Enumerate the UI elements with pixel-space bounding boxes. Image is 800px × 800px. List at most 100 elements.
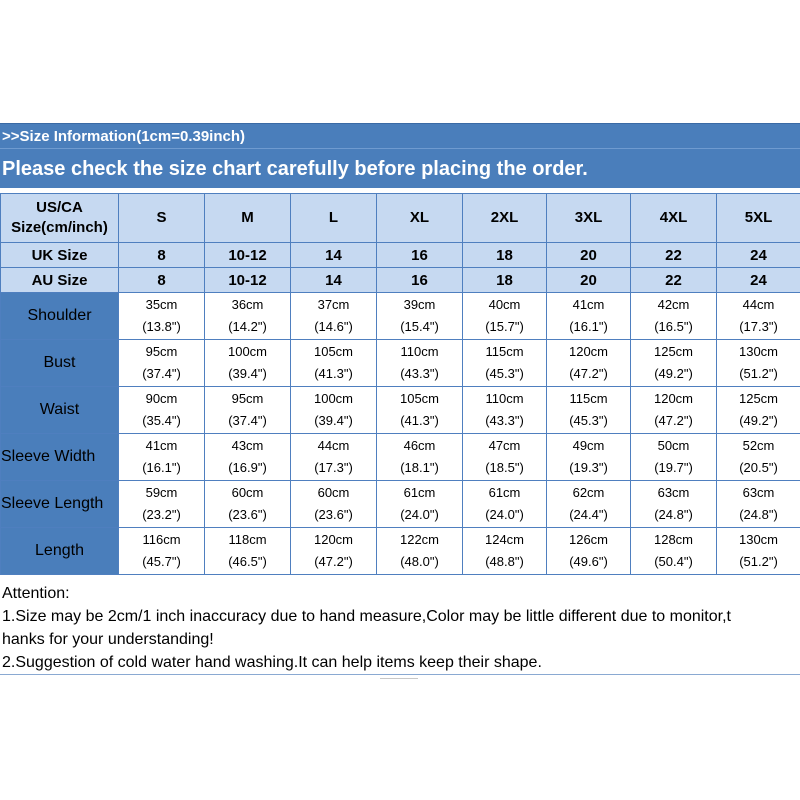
cm-value: 41cm [145, 438, 178, 453]
measurement-cell: 44cm (17.3") [716, 292, 800, 340]
inch-value: (50.4") [654, 554, 693, 569]
inch-value: (17.3") [739, 319, 778, 334]
au-size-cell: 18 [462, 267, 547, 293]
au-size-cell: 24 [716, 267, 800, 293]
cm-value: 63cm [742, 485, 775, 500]
au-size-label: AU Size [0, 267, 119, 293]
attention-line1b: hanks for your understanding! [2, 631, 214, 648]
uk-size-row: UK Size 8 10-12 14 16 18 20 22 24 [0, 242, 800, 268]
us-size-cell: 5XL [716, 193, 800, 243]
cm-value: 130cm [738, 532, 779, 547]
measurement-cell: 115cm (45.3") [462, 339, 547, 387]
cm-value: 120cm [313, 532, 354, 547]
cm-value: 35cm [145, 297, 178, 312]
inch-value: (23.6") [228, 507, 267, 522]
measurement-cell: 52cm (20.5") [716, 433, 800, 481]
au-size-cell: 14 [290, 267, 377, 293]
measurement-cell: 63cm (24.8") [716, 480, 800, 528]
measurement-cell: 40cm (15.7") [462, 292, 547, 340]
measurement-cell: 47cm (18.5") [462, 433, 547, 481]
inch-value: (24.4") [569, 507, 608, 522]
inch-value: (48.8") [485, 554, 524, 569]
au-size-cell: 8 [118, 267, 205, 293]
inch-value: (16.5") [654, 319, 693, 334]
measurement-cell: 90cm (35.4") [118, 386, 205, 434]
measurement-cell: 130cm (51.2") [716, 339, 800, 387]
measurement-cell: 124cm (48.8") [462, 527, 547, 575]
measurement-cell: 120cm (47.2") [546, 339, 631, 387]
attention-title: Attention: [2, 585, 70, 602]
cm-value: 125cm [653, 344, 694, 359]
measurement-cell: 95cm (37.4") [204, 386, 291, 434]
measurement-cell: 120cm (47.2") [630, 386, 717, 434]
us-size-cell: XL [376, 193, 463, 243]
measurement-cell: 60cm (23.6") [290, 480, 377, 528]
us-label-line2: Size(cm/inch) [11, 219, 108, 236]
uk-size-cell: 22 [630, 242, 717, 268]
cm-value: 110cm [400, 344, 439, 359]
measurement-label: Waist [0, 386, 119, 434]
inch-value: (19.7") [654, 460, 693, 475]
measurement-label: Sleeve Length [0, 480, 119, 528]
size-table: US/CA Size(cm/inch) S M L XL 2XL 3XL 4XL 5XL UK… [0, 193, 800, 575]
inch-value: (49.2") [654, 366, 693, 381]
cm-value: 63cm [657, 485, 690, 500]
uk-size-cell: 18 [462, 242, 547, 268]
measurement-cell: 126cm (49.6") [546, 527, 631, 575]
inch-value: (16.1") [569, 319, 608, 334]
cm-value: 120cm [568, 344, 609, 359]
attention-line2: 2.Suggestion of cold water hand washing.… [2, 654, 542, 671]
inch-value: (43.3") [485, 413, 524, 428]
cm-value: 105cm [399, 391, 440, 406]
cm-value: 47cm [488, 438, 521, 453]
us-size-row: US/CA Size(cm/inch) S M L XL 2XL 3XL 4XL 5XL [0, 193, 800, 243]
cm-value: 125cm [738, 391, 779, 406]
inch-value: (47.2") [654, 413, 693, 428]
inch-value: (46.5") [228, 554, 267, 569]
measurement-cell: 59cm (23.2") [118, 480, 205, 528]
cm-value: 43cm [231, 438, 264, 453]
inch-value: (15.4") [400, 319, 439, 334]
measurement-cell: 62cm (24.4") [546, 480, 631, 528]
measurement-cell: 41cm (16.1") [118, 433, 205, 481]
inch-value: (47.2") [314, 554, 353, 569]
cm-value: 100cm [313, 391, 354, 406]
cm-value: 115cm [485, 344, 524, 359]
inch-value: (23.6") [314, 507, 353, 522]
inch-value: (41.3") [314, 366, 353, 381]
measurement-cell: 116cm (45.7") [118, 527, 205, 575]
cm-value: 52cm [742, 438, 775, 453]
us-size-cell: 2XL [462, 193, 547, 243]
cm-value: 118cm [228, 532, 267, 547]
cm-value: 59cm [145, 485, 178, 500]
check-size-banner: Please check the size chart carefully be… [0, 148, 800, 188]
cm-value: 40cm [488, 297, 521, 312]
cm-value: 42cm [657, 297, 690, 312]
measurement-cell: 100cm (39.4") [290, 386, 377, 434]
au-size-cell: 16 [376, 267, 463, 293]
inch-value: (14.6") [314, 319, 353, 334]
inch-value: (49.2") [739, 413, 778, 428]
inch-value: (23.2") [142, 507, 181, 522]
measurement-cell: 105cm (41.3") [376, 386, 463, 434]
inch-value: (37.4") [228, 413, 267, 428]
cm-value: 120cm [653, 391, 694, 406]
cm-value: 62cm [572, 485, 605, 500]
au-size-row: AU Size 8 10-12 14 16 18 20 22 24 [0, 267, 800, 293]
cm-value: 128cm [653, 532, 694, 547]
measurement-cell: 46cm (18.1") [376, 433, 463, 481]
inch-value: (15.7") [485, 319, 524, 334]
cm-value: 44cm [742, 297, 775, 312]
measurement-label: Length [0, 527, 119, 575]
cm-value: 41cm [572, 297, 605, 312]
inch-value: (47.2") [569, 366, 608, 381]
au-size-cell: 20 [546, 267, 631, 293]
us-size-label: US/CA Size(cm/inch) [0, 193, 119, 243]
size-info-banner: >>Size Information(1cm=0.39inch) [0, 123, 800, 148]
inch-value: (17.3") [314, 460, 353, 475]
inch-value: (14.2") [228, 319, 267, 334]
inch-value: (39.4") [228, 366, 267, 381]
inch-value: (51.2") [739, 366, 778, 381]
cm-value: 100cm [227, 344, 268, 359]
us-size-cell: M [204, 193, 291, 243]
